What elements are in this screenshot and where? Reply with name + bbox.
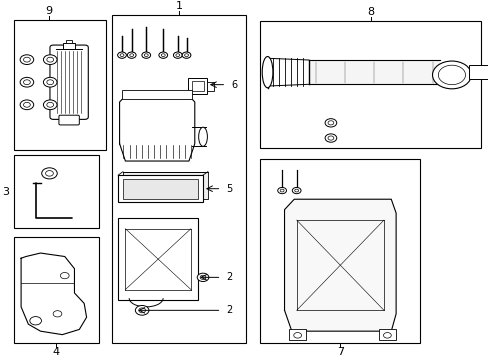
Circle shape — [144, 54, 148, 57]
Circle shape — [43, 55, 57, 64]
Text: 9: 9 — [45, 5, 52, 15]
Circle shape — [280, 189, 284, 192]
Circle shape — [327, 121, 333, 125]
Circle shape — [47, 80, 54, 85]
Circle shape — [30, 316, 41, 325]
Bar — [191, 81, 203, 91]
Circle shape — [325, 134, 336, 142]
Bar — [14, 155, 99, 228]
Circle shape — [431, 61, 470, 89]
Circle shape — [127, 52, 135, 58]
Ellipse shape — [262, 57, 272, 88]
Text: 5: 5 — [226, 184, 232, 194]
Circle shape — [161, 54, 165, 57]
Circle shape — [61, 273, 69, 279]
Circle shape — [47, 102, 54, 107]
Bar — [308, 60, 439, 84]
Circle shape — [118, 52, 126, 58]
Text: 3: 3 — [2, 186, 9, 197]
Bar — [378, 329, 395, 340]
Polygon shape — [21, 253, 86, 335]
Circle shape — [383, 333, 390, 338]
Polygon shape — [120, 97, 194, 161]
Circle shape — [118, 52, 125, 58]
Circle shape — [120, 54, 123, 57]
Text: 4: 4 — [53, 347, 60, 357]
Circle shape — [129, 54, 133, 57]
Circle shape — [41, 168, 57, 179]
Circle shape — [45, 171, 53, 176]
Text: 7: 7 — [336, 347, 343, 357]
Circle shape — [23, 102, 30, 107]
Circle shape — [174, 52, 182, 58]
Circle shape — [173, 52, 182, 58]
FancyBboxPatch shape — [50, 45, 88, 120]
Circle shape — [20, 100, 34, 110]
Circle shape — [182, 52, 190, 58]
Circle shape — [200, 275, 205, 279]
Circle shape — [327, 136, 333, 140]
Circle shape — [142, 52, 150, 58]
Bar — [122, 172, 207, 199]
Text: 6: 6 — [231, 80, 237, 90]
Circle shape — [135, 306, 149, 315]
Circle shape — [142, 52, 150, 58]
Bar — [66, 40, 72, 43]
Bar — [206, 82, 214, 91]
Circle shape — [176, 54, 180, 57]
Circle shape — [176, 54, 180, 57]
Circle shape — [197, 273, 208, 282]
Bar — [260, 159, 420, 343]
Bar — [14, 238, 99, 343]
Text: 2: 2 — [226, 305, 232, 315]
Bar — [289, 329, 306, 340]
Circle shape — [144, 54, 148, 57]
Bar — [112, 15, 245, 343]
Bar — [118, 175, 203, 202]
Circle shape — [183, 52, 190, 58]
Bar — [122, 90, 192, 99]
Circle shape — [184, 54, 188, 57]
Text: 2: 2 — [226, 273, 232, 282]
Text: 1: 1 — [175, 1, 182, 11]
Circle shape — [159, 52, 167, 58]
Circle shape — [292, 188, 301, 194]
Bar — [188, 78, 206, 94]
Circle shape — [325, 119, 336, 127]
Circle shape — [294, 189, 298, 192]
Circle shape — [437, 65, 465, 85]
Polygon shape — [284, 199, 395, 331]
Circle shape — [23, 57, 30, 62]
Circle shape — [293, 333, 301, 338]
Circle shape — [20, 55, 34, 64]
Text: 8: 8 — [366, 7, 373, 17]
Circle shape — [47, 57, 54, 62]
Bar — [63, 43, 75, 49]
Ellipse shape — [198, 127, 207, 146]
Circle shape — [43, 77, 57, 87]
Circle shape — [277, 188, 286, 194]
Circle shape — [161, 54, 165, 57]
Bar — [260, 22, 480, 148]
Bar — [118, 218, 198, 300]
Bar — [14, 20, 106, 150]
Circle shape — [159, 52, 167, 58]
Circle shape — [23, 80, 30, 85]
Circle shape — [129, 54, 133, 57]
Circle shape — [139, 308, 145, 313]
Bar — [468, 65, 488, 79]
Circle shape — [184, 54, 188, 57]
Circle shape — [20, 77, 34, 87]
Circle shape — [127, 52, 136, 58]
FancyBboxPatch shape — [59, 115, 79, 125]
Bar — [122, 179, 198, 199]
Circle shape — [120, 54, 123, 57]
Circle shape — [43, 100, 57, 110]
Circle shape — [53, 311, 61, 317]
